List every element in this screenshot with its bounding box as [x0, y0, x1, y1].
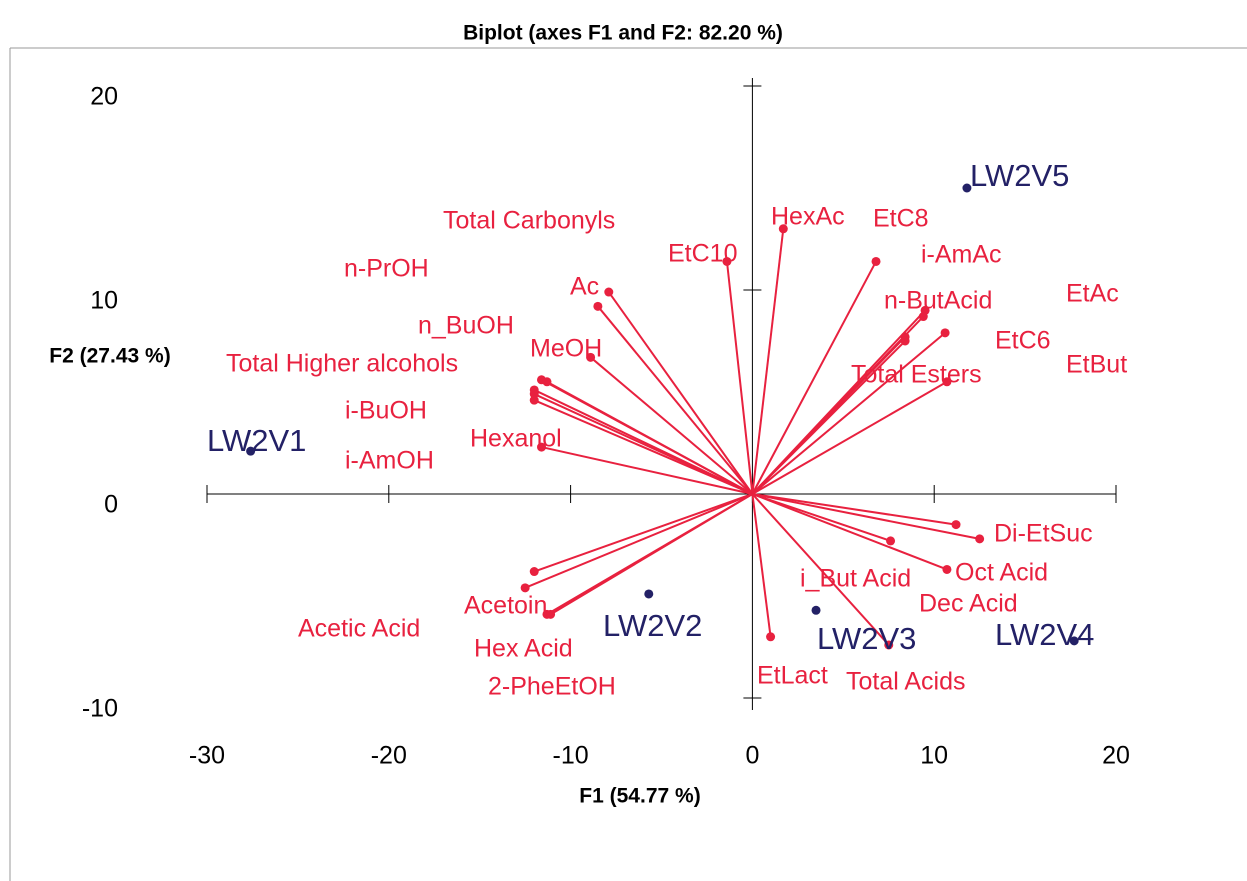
variable-label: EtBut [1066, 351, 1127, 379]
loading-vector [752, 493, 957, 526]
variable-label: Hexanol [470, 425, 562, 453]
x-tick-label: 20 [1102, 742, 1130, 770]
variable-label: Total Higher alcohols [226, 350, 458, 378]
y-tick-label: 20 [90, 83, 118, 111]
loading-vector [751, 493, 890, 646]
x-axis-title: F1 (54.77 %) [579, 785, 700, 808]
variable-point [884, 640, 894, 650]
variable-point [722, 256, 732, 266]
observation-point [811, 605, 821, 615]
observation-label: LW2V3 [817, 621, 916, 656]
x-tick-label: 10 [920, 742, 948, 770]
variable-label: n-PrOH [344, 255, 429, 283]
loading-vector [752, 493, 891, 542]
y-tick-label: 10 [90, 287, 118, 315]
variable-point [942, 377, 952, 387]
variable-label: EtLact [757, 662, 828, 690]
loading-vector [541, 446, 753, 495]
variable-label: Total Carbonyls [443, 207, 615, 235]
loading-vector [751, 228, 785, 495]
variable-point [546, 609, 556, 619]
observation-label: LW2V1 [207, 423, 306, 458]
observation-point [1069, 636, 1079, 646]
variable-label: Hex Acid [474, 635, 573, 663]
variable-point [529, 567, 539, 577]
variable-label: MeOH [530, 335, 602, 363]
loading-vector [751, 493, 772, 637]
x-tick-label: 0 [745, 742, 759, 770]
variable-label: EtC6 [995, 327, 1051, 355]
chart-title: Biplot (axes F1 and F2: 82.20 %) [463, 22, 783, 45]
loading-vector [752, 493, 948, 571]
variable-point [900, 336, 910, 346]
variable-point [918, 312, 928, 322]
loading-vector [751, 260, 877, 495]
loading-vector [751, 340, 906, 495]
y-axis-title: F2 (27.43 %) [49, 345, 170, 368]
observation-point [246, 446, 256, 456]
variable-label: i-AmOH [345, 447, 434, 475]
variable-label: i-BuOH [345, 397, 427, 425]
variable-point [975, 534, 985, 544]
variable-label: Oct Acid [955, 559, 1048, 587]
variable-label: Dec Acid [919, 590, 1018, 618]
variable-point [886, 536, 896, 546]
variable-label: n_BuOH [418, 312, 514, 340]
variable-label: HexAc [771, 203, 845, 231]
variable-point [942, 564, 952, 574]
observation-label: LW2V2 [603, 608, 702, 643]
variable-point [520, 583, 530, 593]
variable-label: EtAc [1066, 280, 1119, 308]
loading-vector [533, 493, 753, 573]
variable-point [593, 301, 603, 311]
loading-vector [524, 493, 753, 589]
variable-point [529, 395, 539, 405]
y-tick-label: -10 [82, 695, 118, 723]
variable-point [586, 352, 596, 362]
variable-label: i_But Acid [800, 565, 911, 593]
x-tick-label: -30 [189, 742, 225, 770]
variable-point [766, 632, 776, 642]
variable-label: i-AmAc [921, 241, 1002, 269]
loading-vector [752, 493, 980, 540]
loading-vector [533, 399, 753, 495]
x-tick-label: -10 [553, 742, 589, 770]
variable-label: EtC8 [873, 205, 929, 233]
variable-label: Total Esters [851, 361, 982, 389]
variable-label: 2-PheEtOH [488, 673, 616, 701]
variable-point [940, 328, 950, 338]
variable-label: n-ButAcid [884, 287, 992, 315]
observation-label: LW2V5 [970, 158, 1069, 193]
loading-vector [589, 356, 754, 495]
variable-label: Acetoin [464, 592, 547, 620]
variable-label: EtC10 [668, 240, 737, 268]
loading-vector [725, 261, 754, 495]
loading-vector [550, 493, 753, 616]
variable-point [951, 520, 961, 530]
observation-point [962, 183, 972, 193]
loading-vector [546, 380, 753, 495]
observation-point [644, 589, 654, 599]
loading-vector [597, 305, 754, 495]
loading-vector [751, 332, 946, 495]
loading-vector [751, 380, 948, 495]
variable-point [604, 287, 614, 297]
variable-label: Acetic Acid [298, 615, 420, 643]
variable-point [778, 224, 788, 234]
loading-vector [607, 291, 754, 495]
variable-point [542, 377, 552, 387]
variable-label: Total Acids [846, 668, 966, 696]
variable-point [537, 442, 547, 452]
variable-point [871, 256, 881, 266]
variable-label: Ac [570, 273, 599, 301]
observation-label: LW2V4 [995, 617, 1094, 652]
variable-label: Di-EtSuc [994, 520, 1093, 548]
y-tick-label: 0 [104, 491, 118, 519]
x-tick-label: -20 [371, 742, 407, 770]
